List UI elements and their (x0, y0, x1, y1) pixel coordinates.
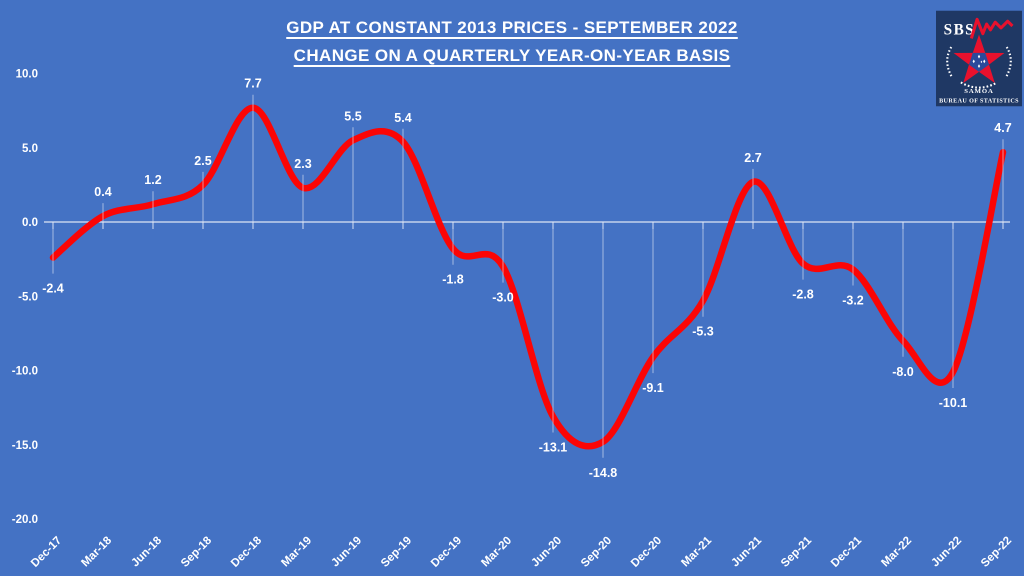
x-axis-label: Jun-19 (329, 535, 364, 570)
x-axis-label: Dec-20 (629, 535, 664, 570)
y-axis-label: -20.0 (12, 514, 38, 526)
logo-org-label: BUREAU OF STATISTICS (939, 98, 1019, 104)
y-axis-label: 0.0 (22, 217, 38, 229)
data-label: -3.2 (842, 294, 864, 308)
x-axis-label: Sep-22 (979, 535, 1014, 570)
data-label: -8.0 (892, 365, 914, 379)
x-axis-label: Dec-17 (29, 535, 64, 570)
x-axis-label: Mar-20 (479, 535, 514, 570)
chart-title-line1: GDP AT CONSTANT 2013 PRICES - SEPTEMBER … (286, 18, 738, 37)
logo-zigzag-line-icon (969, 17, 1014, 39)
data-label: -13.1 (539, 441, 568, 455)
y-axis-label: -15.0 (12, 440, 38, 452)
x-axis-label: Mar-22 (879, 535, 914, 570)
y-axis-label: -5.0 (18, 291, 38, 303)
data-label: -10.1 (939, 396, 968, 410)
logo-country-label: SAMOA (964, 88, 994, 95)
data-label: -2.8 (792, 288, 814, 302)
sbs-logo: SBS SAMOA BUREAU OF STATISTICS (936, 10, 1022, 107)
x-axis-label: Sep-19 (379, 535, 414, 570)
logo-acronym: SBS (944, 22, 975, 39)
x-axis-label: Dec-21 (829, 534, 865, 570)
x-axis-label: Jun-18 (129, 534, 164, 569)
x-axis-label: Mar-21 (679, 534, 714, 569)
x-axis-label: Mar-18 (79, 534, 114, 569)
logo-ornament-bottom (960, 81, 998, 89)
data-label: 5.5 (344, 109, 361, 123)
chart-title: GDP AT CONSTANT 2013 PRICES - SEPTEMBER … (0, 14, 1024, 70)
x-axis-label: Jun-21 (729, 534, 764, 569)
data-label: -5.3 (692, 325, 714, 339)
data-label: -9.1 (642, 381, 664, 395)
data-label: 2.7 (744, 151, 761, 165)
data-label: -14.8 (589, 466, 618, 480)
data-label: -3.0 (492, 291, 514, 305)
data-label: -2.4 (42, 282, 64, 296)
data-label: 5.4 (394, 111, 411, 125)
x-axis-label: Dec-19 (429, 535, 464, 570)
x-axis-label: Jun-22 (929, 535, 964, 570)
x-axis-label: Sep-21 (779, 534, 815, 570)
data-label: 1.2 (144, 173, 161, 187)
data-label: 4.7 (994, 121, 1011, 135)
gdp-line (49, 104, 1007, 450)
data-label: 2.3 (294, 157, 311, 171)
x-axis-label: Sep-18 (179, 534, 215, 570)
logo-ornament-right (1004, 46, 1012, 79)
x-axis-label: Mar-19 (279, 535, 314, 570)
data-label: 2.5 (194, 154, 211, 168)
data-label: 7.7 (244, 77, 261, 91)
x-axis-label: Sep-20 (579, 535, 614, 570)
chart-title-line2: CHANGE ON A QUARTERLY YEAR-ON-YEAR BASIS (293, 46, 731, 65)
y-axis-label: 10.0 (16, 69, 38, 81)
data-label: 0.4 (94, 185, 111, 199)
x-axis-label: Jun-20 (529, 535, 564, 570)
y-axis-label: 5.0 (22, 143, 38, 155)
logo-ornament-left (946, 46, 954, 79)
data-label: -1.8 (442, 273, 464, 287)
x-axis-label: Dec-18 (229, 534, 265, 570)
logo-pentagon (968, 52, 990, 72)
y-axis-label: -10.0 (12, 366, 38, 378)
